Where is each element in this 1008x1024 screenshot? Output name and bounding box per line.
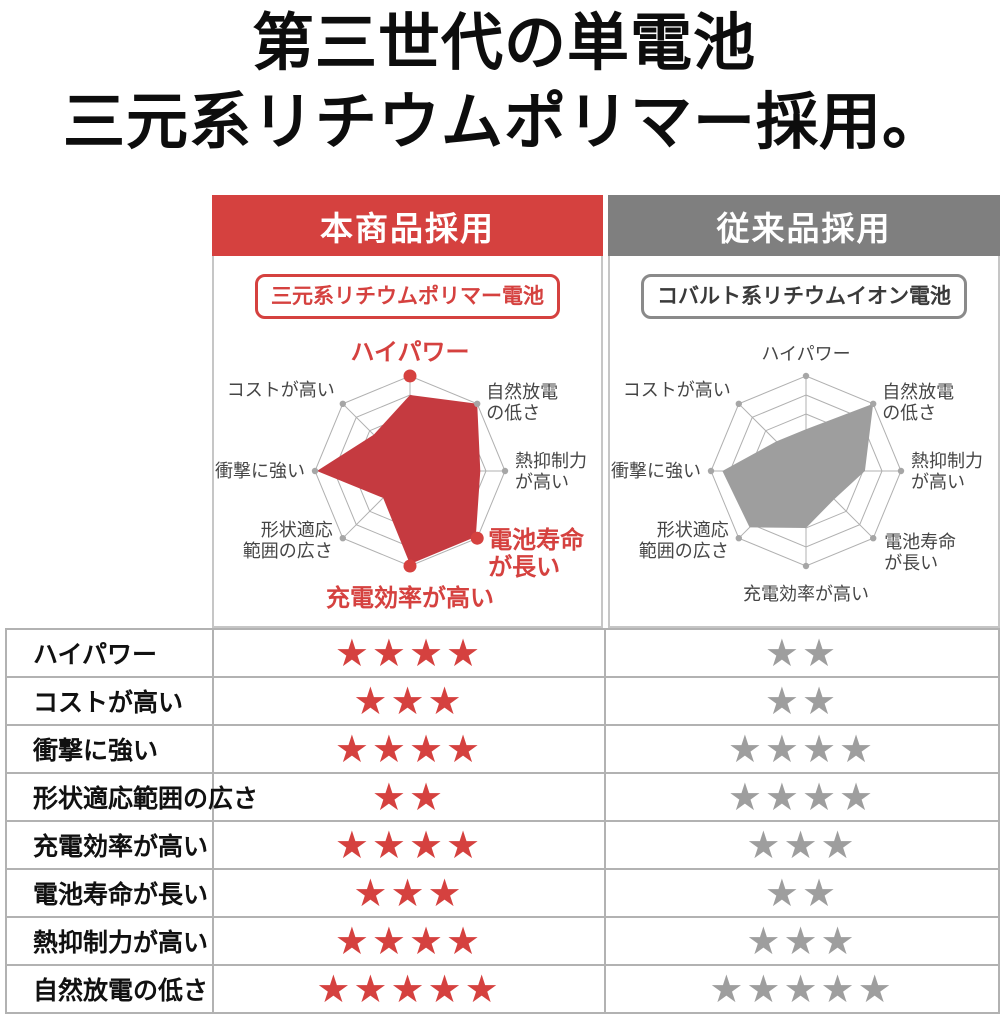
radar-vertex-dot bbox=[735, 535, 742, 542]
product-star-rating: ★★★ bbox=[214, 678, 606, 724]
conventional-column-header-label: 従来品採用 bbox=[716, 209, 892, 247]
radar-axis-label: ハイパワー bbox=[350, 339, 469, 366]
comparison-table: ハイパワー ★★★★ ★★ コストが高い ★★★ ★★ 衝撃に強い ★★★★ ★★★★ 形状適応範… bbox=[5, 628, 1000, 1014]
radar-vertex-dot bbox=[802, 372, 810, 380]
radar-axis-label: 衝撃に強い bbox=[611, 461, 701, 481]
table-row: 充電効率が高い ★★★★ ★★★ bbox=[7, 822, 998, 870]
conventional-column: 従来品採用 コバルト系リチウムイオン電池 ハイパワー自然放電の低さ熱抑制力が高い… bbox=[608, 195, 1000, 628]
row-label: コストが高い bbox=[7, 678, 214, 724]
radar-data-polygon bbox=[316, 395, 481, 565]
table-row: 衝撃に強い ★★★★ ★★★★ bbox=[7, 726, 998, 774]
product-star-rating: ★★★ bbox=[214, 870, 606, 916]
row-label: 熱抑制力が高い bbox=[7, 918, 214, 964]
radar-vertex-dot-highlight bbox=[470, 531, 484, 545]
product-star-rating: ★★★★ bbox=[214, 822, 606, 868]
row-label: 電池寿命が長い bbox=[7, 870, 214, 916]
product-column-header-label: 本商品採用 bbox=[320, 209, 495, 247]
radar-vertex-dot bbox=[339, 535, 346, 542]
radar-vertex-dot bbox=[339, 400, 346, 408]
radar-axis-label: 熱抑制力が高い bbox=[911, 451, 983, 492]
page-title: 第三世代の単電池 三元系リチウムポリマー採用。 bbox=[0, 4, 1008, 163]
product-battery-badge-label: 三元系リチウムポリマー電池 bbox=[271, 285, 544, 308]
row-label: 衝撃に強い bbox=[7, 726, 214, 772]
conventional-star-rating: ★★★★ bbox=[727, 727, 877, 771]
radar-axis-label: 自然放電の低さ bbox=[882, 382, 954, 423]
title-line-1: 第三世代の単電池 bbox=[251, 9, 756, 78]
conventional-star-rating: ★★★★★ bbox=[709, 967, 895, 1011]
radar-vertex-dot bbox=[735, 400, 742, 408]
table-row: 形状適応範囲の広さ ★★ ★★★★ bbox=[7, 774, 998, 822]
radar-axis-label: 充電効率が高い bbox=[743, 584, 869, 604]
radar-axis-label: コストが高い bbox=[227, 380, 335, 400]
radar-vertex-dot-highlight bbox=[403, 559, 417, 573]
conventional-battery-badge-label: コバルト系リチウムイオン電池 bbox=[657, 285, 951, 308]
radar-vertex-dot bbox=[707, 467, 715, 475]
product-panel-body: 三元系リチウムポリマー電池 ハイパワー 自然放電の低さ熱抑制力が高い電池寿命が長い… bbox=[212, 256, 603, 628]
radar-vertex-dot bbox=[802, 562, 810, 570]
conventional-star-rating: ★★★ bbox=[746, 919, 858, 963]
radar-axis-label: 熱抑制力が高い bbox=[515, 451, 587, 492]
product-star-rating: ★★★★★ bbox=[214, 966, 606, 1012]
radar-axis-label: 自然放電の低さ bbox=[486, 382, 558, 423]
conventional-column-header: 従来品採用 bbox=[608, 195, 1000, 256]
radar-axis-label: 充電効率が高い bbox=[326, 584, 494, 612]
row-label: 充電効率が高い bbox=[7, 822, 214, 868]
conventional-panel-body: コバルト系リチウムイオン電池 ハイパワー自然放電の低さ熱抑制力が高い電池寿命が長… bbox=[608, 256, 1000, 628]
radar-vertex-dot bbox=[870, 400, 877, 408]
product-column-header: 本商品採用 bbox=[212, 195, 603, 256]
table-row: ハイパワー ★★★★ ★★ bbox=[7, 630, 998, 678]
radar-axis-label: 形状適応範囲の広さ bbox=[243, 520, 333, 561]
conventional-star-rating: ★★ bbox=[764, 631, 840, 675]
radar-axis-label: ハイパワー bbox=[761, 344, 850, 364]
radar-axis-label: コストが高い bbox=[623, 380, 731, 400]
product-star-rating: ★★★★ bbox=[214, 918, 606, 964]
row-label: 形状適応範囲の広さ bbox=[7, 774, 258, 820]
radar-axis-label: 電池寿命が長い bbox=[884, 532, 956, 573]
product-battery-badge: 三元系リチウムポリマー電池 bbox=[255, 274, 560, 320]
product-star-rating: ★★★★ bbox=[214, 630, 606, 676]
conventional-star-rating: ★★ bbox=[764, 679, 840, 723]
product-star-rating: ★★★★ bbox=[214, 726, 606, 772]
row-label: 自然放電の低さ bbox=[7, 966, 214, 1012]
table-row: 自然放電の低さ ★★★★★ ★★★★★ bbox=[7, 966, 998, 1012]
conventional-battery-badge: コバルト系リチウムイオン電池 bbox=[641, 274, 967, 320]
conventional-star-rating: ★★★★ bbox=[727, 775, 877, 819]
radar-vertex-dot-highlight bbox=[403, 369, 417, 383]
radar-data-polygon bbox=[722, 403, 874, 529]
radar-axis-label: 衝撃に強い bbox=[215, 461, 305, 481]
row-label: ハイパワー bbox=[7, 630, 214, 676]
conventional-star-rating: ★★★ bbox=[746, 823, 858, 867]
table-row: コストが高い ★★★ ★★ bbox=[7, 678, 998, 726]
radar-vertex-dot bbox=[870, 535, 877, 542]
radar-vertex-dot bbox=[897, 467, 905, 475]
product-star-rating: ★★ bbox=[214, 774, 606, 820]
product-column: 本商品採用 三元系リチウムポリマー電池 ハイパワー 自然放電の低さ熱抑制力が高い電… bbox=[212, 195, 603, 628]
radar-axis-label: 電池寿命が長い bbox=[488, 526, 585, 581]
radar-vertex-dot bbox=[474, 400, 481, 408]
table-row: 熱抑制力が高い ★★★★ ★★★ bbox=[7, 918, 998, 966]
radar-axis-label: 形状適応範囲の広さ bbox=[639, 520, 729, 561]
conventional-star-rating: ★★ bbox=[764, 871, 840, 915]
radar-vertex-dot bbox=[311, 467, 319, 475]
radar-vertex-dot bbox=[501, 467, 509, 475]
table-row: 電池寿命が長い ★★★ ★★ bbox=[7, 870, 998, 918]
title-line-2: 三元系リチウムポリマー採用。 bbox=[62, 88, 945, 158]
